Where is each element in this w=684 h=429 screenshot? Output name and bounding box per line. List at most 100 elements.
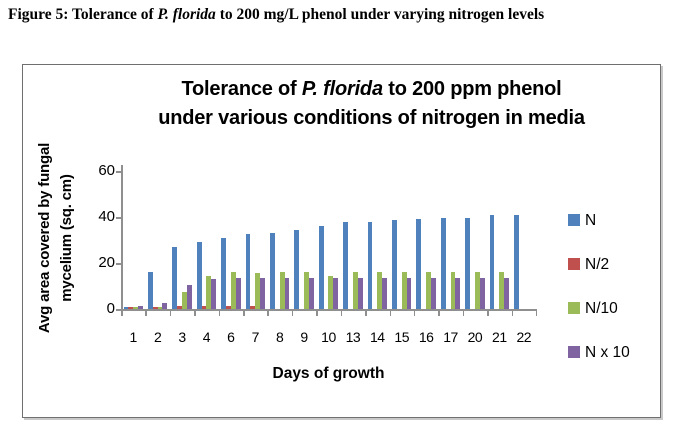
y-tick-label: 0 xyxy=(106,300,115,317)
bar-N10-day4 xyxy=(206,275,212,309)
bar-N-day4 xyxy=(196,242,202,309)
x-tick-label: 1 xyxy=(129,329,138,345)
x-tick-label: 2 xyxy=(153,329,162,345)
bar-N-day15 xyxy=(392,220,397,309)
bar-N10-day6 xyxy=(230,272,236,309)
y-tick-label: 60 xyxy=(98,162,115,179)
x-axis-tick xyxy=(121,309,123,316)
x-tick-label: 20 xyxy=(467,329,483,345)
x-tick-label: 4 xyxy=(202,329,211,345)
bar-N10-day20 xyxy=(474,272,480,309)
x-axis-tick xyxy=(169,309,172,316)
x-tick-label: 8 xyxy=(276,329,284,345)
bar-N10-day14 xyxy=(377,272,383,309)
x-tick-label: 9 xyxy=(300,329,308,345)
bar-N2-day3 xyxy=(177,305,182,309)
x-axis-tick xyxy=(316,309,318,316)
bar-Nx10-day1 xyxy=(138,305,143,309)
x-tick-label: 22 xyxy=(516,329,532,345)
bar-Nx10-day10 xyxy=(333,277,339,309)
bar-N10-day3 xyxy=(182,291,187,309)
x-axis-title: Days of growth xyxy=(272,365,385,382)
bar-N10-day21 xyxy=(499,272,505,309)
bar-N-day10 xyxy=(318,226,324,309)
bar-Nx10-day15 xyxy=(406,277,412,309)
bar-N-day9 xyxy=(294,229,300,309)
bar-N10-day1 xyxy=(133,306,139,309)
x-tick-label: 13 xyxy=(345,329,361,345)
bar-N10-day2 xyxy=(157,306,163,309)
bar-N-day13 xyxy=(343,221,349,309)
bar-N10-day16 xyxy=(426,272,431,309)
bar-N10-day15 xyxy=(401,272,407,309)
legend-swatch-icon xyxy=(568,214,580,226)
bar-N2-day2 xyxy=(152,306,158,309)
bar-N-day20 xyxy=(465,218,471,309)
bar-N10-day17 xyxy=(450,272,456,309)
bar-N10-day7 xyxy=(255,273,261,309)
bar-N-day3 xyxy=(172,246,178,309)
bar-Nx10-day4 xyxy=(211,279,217,309)
x-tick-label: 10 xyxy=(321,329,336,345)
x-tick-label: 3 xyxy=(178,329,186,345)
x-tick-label: 7 xyxy=(251,329,260,345)
bar-Nx10-day16 xyxy=(430,277,436,309)
bar-Nx10-day3 xyxy=(186,284,192,309)
x-tick-label: 6 xyxy=(227,329,235,345)
legend-label: N/10 xyxy=(585,300,618,317)
bar-N-day16 xyxy=(416,219,422,309)
y-axis-tick xyxy=(116,263,121,265)
bar-N-day14 xyxy=(367,221,373,309)
x-axis-line xyxy=(121,309,536,311)
x-axis-tick xyxy=(194,309,196,316)
bar-Nx10-day6 xyxy=(235,277,241,309)
chart-title: Tolerance of P. florida to 200 ppm pheno… xyxy=(108,75,635,133)
x-axis-tick xyxy=(462,309,465,316)
bar-Nx10-day8 xyxy=(284,277,290,309)
bar-N2-day1 xyxy=(128,306,134,309)
bar-N-day2 xyxy=(147,272,153,309)
bar-Nx10-day7 xyxy=(260,277,265,309)
y-axis-line xyxy=(121,165,123,311)
bar-Nx10-day13 xyxy=(357,277,363,309)
legend-label: N xyxy=(585,212,597,229)
x-axis-tick xyxy=(535,309,538,316)
y-tick-label: 20 xyxy=(98,254,115,271)
bar-N-day1 xyxy=(123,306,129,309)
y-axis-tick xyxy=(116,217,121,219)
chart-area: Tolerance of P. florida to 200 ppm pheno… xyxy=(22,64,661,418)
bar-N2-day6 xyxy=(225,305,231,309)
bar-N-day8 xyxy=(269,233,275,309)
y-axis-title-line1: Avg area covered by fungal xyxy=(36,142,53,334)
bar-N2-day4 xyxy=(201,305,207,309)
x-axis-tick xyxy=(218,309,221,316)
legend-swatch-icon xyxy=(568,258,580,270)
x-axis-tick xyxy=(438,309,440,316)
x-axis-tick xyxy=(291,309,294,316)
y-axis-title-line2: mycelium (sq. cm) xyxy=(58,174,75,302)
bar-N-day17 xyxy=(440,218,446,309)
chart-title-line1: Tolerance of P. florida to 200 ppm pheno… xyxy=(108,75,635,104)
x-axis-tick xyxy=(511,309,514,316)
y-tick-label: 40 xyxy=(98,208,115,225)
bar-Nx10-day9 xyxy=(308,277,314,309)
bar-N-day7 xyxy=(245,234,251,309)
x-axis-tick xyxy=(340,309,343,316)
chart-title-line2: under various conditions of nitrogen in … xyxy=(158,107,585,129)
x-axis-tick xyxy=(487,309,489,316)
x-axis-tick xyxy=(243,309,245,316)
bar-N-day22 xyxy=(514,214,519,309)
legend-label: N/2 xyxy=(585,256,610,273)
chart-title-species: P. florida xyxy=(301,78,383,100)
figure-caption-prefix: Figure 5: Tolerance of xyxy=(8,6,158,23)
chart-title-line1-prefix: Tolerance of xyxy=(181,78,302,100)
y-axis-tick xyxy=(116,309,121,311)
bar-N-day21 xyxy=(489,214,495,309)
x-axis-tick xyxy=(365,309,367,316)
figure-caption-species: P. florida xyxy=(157,6,216,23)
bar-N10-day13 xyxy=(352,272,358,309)
bar-N10-day10 xyxy=(328,275,334,309)
bar-N2-day7 xyxy=(250,305,256,309)
legend-label: N x 10 xyxy=(585,344,630,361)
x-axis-tick xyxy=(267,309,269,316)
